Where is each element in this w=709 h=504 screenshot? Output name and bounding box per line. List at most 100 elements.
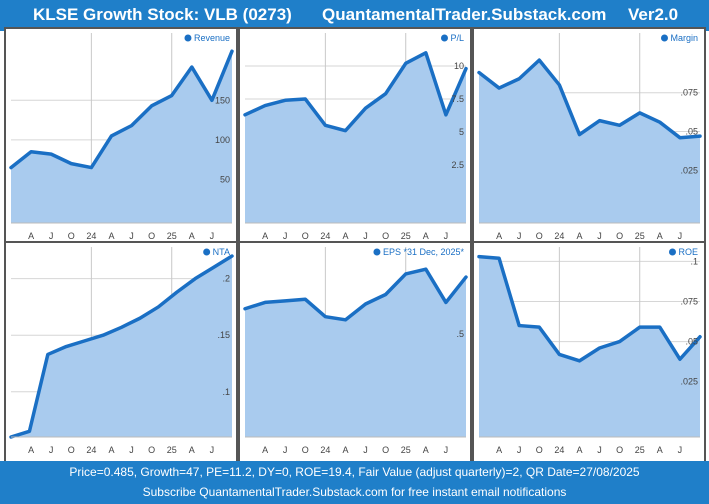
version-label: Ver2.0 <box>628 5 679 24</box>
x-tick-label: A <box>262 231 268 241</box>
y-tick-label: .075 <box>680 297 698 307</box>
legend-dot-icon <box>203 248 211 256</box>
x-tick-label: 25 <box>401 231 411 241</box>
chart-margin: A J O 24 A J O 25 A J .025 .05 .075 Margin <box>477 33 702 241</box>
y-tick-label: 50 <box>220 174 230 184</box>
x-tick-label: J <box>283 445 288 455</box>
series-line <box>243 267 468 322</box>
x-tick-label: A <box>108 445 114 455</box>
x-tick-label: A <box>262 445 268 455</box>
series-line <box>477 254 702 363</box>
x-tick-label: O <box>536 231 543 241</box>
x-tick-label: O <box>302 445 309 455</box>
x-tick-label: J <box>678 231 683 241</box>
x-tick-label: 24 <box>86 231 96 241</box>
series-line <box>477 58 702 140</box>
x-tick-label: J <box>283 231 288 241</box>
legend-dot-icon <box>373 248 381 256</box>
x-tick-label: O <box>148 445 155 455</box>
x-tick-label: A <box>657 445 663 455</box>
x-tick-label: A <box>108 231 114 241</box>
series-area <box>479 60 700 224</box>
chart-panel-revenue: A J O 24 A J O 25 A J 50 100 150 Revenue <box>4 27 238 249</box>
chart-panel-roe: A J O 24 A J O 25 A J .025 .05 .075 .1 ROE <box>472 241 706 463</box>
chart-panel-margin: A J O 24 A J O 25 A J .025 .05 .075 Margin <box>472 27 706 249</box>
series-line <box>9 254 234 439</box>
x-tick-label: A <box>28 231 34 241</box>
legend-dot-icon <box>184 34 192 42</box>
charts-grid: A J O 24 A J O 25 A J 50 100 150 Revenue A J O 24 A J O 25 A J… <box>0 27 709 463</box>
legend-label: ROE <box>678 247 698 257</box>
x-tick-label: 25 <box>167 231 177 241</box>
y-tick-label: .15 <box>217 330 230 340</box>
x-tick-label: A <box>423 445 429 455</box>
x-tick-label: 24 <box>320 231 330 241</box>
legend-dot-icon <box>660 34 668 42</box>
x-tick-label: J <box>363 445 368 455</box>
x-tick-label: O <box>616 445 623 455</box>
x-tick-label: A <box>342 231 348 241</box>
x-tick-label: J <box>210 445 215 455</box>
x-tick-label: A <box>496 231 502 241</box>
stock-summary: Price=0.485, Growth=47, PE=11.2, DY=0, R… <box>69 465 640 479</box>
x-tick-label: O <box>68 231 75 241</box>
y-tick-label: .05 <box>685 126 698 136</box>
y-tick-label: .5 <box>456 329 464 339</box>
x-tick-label: A <box>423 231 429 241</box>
series-area <box>245 52 466 224</box>
page-title: KLSE Growth Stock: VLB (0273) <box>33 5 292 24</box>
x-tick-label: J <box>678 445 683 455</box>
footer-bar: Price=0.485, Growth=47, PE=11.2, DY=0, R… <box>0 461 709 504</box>
x-tick-label: J <box>517 445 522 455</box>
x-tick-label: O <box>382 445 389 455</box>
legend-label: EPS *31 Dec, 2025* <box>383 247 465 257</box>
x-tick-label: 25 <box>401 445 411 455</box>
series-area <box>11 256 232 437</box>
x-tick-label: J <box>597 231 602 241</box>
y-tick-label: 10 <box>454 61 464 71</box>
x-tick-label: O <box>536 445 543 455</box>
x-tick-label: J <box>49 445 54 455</box>
y-tick-label: .075 <box>680 88 698 98</box>
x-tick-label: J <box>129 445 134 455</box>
x-tick-label: A <box>189 445 195 455</box>
x-tick-label: O <box>148 231 155 241</box>
x-tick-label: O <box>302 231 309 241</box>
chart-nta: A J O 24 A J O 25 A J .1 .15 .2 NTA <box>9 247 234 455</box>
x-tick-label: J <box>444 231 449 241</box>
x-tick-label: J <box>363 231 368 241</box>
y-tick-label: 100 <box>215 135 230 145</box>
series-area <box>479 256 700 437</box>
series-area <box>11 51 232 223</box>
y-tick-label: 7.5 <box>451 94 464 104</box>
legend-dot-icon <box>668 248 676 256</box>
y-tick-label: 150 <box>215 95 230 105</box>
series-line <box>243 51 468 133</box>
x-tick-label: 24 <box>554 231 564 241</box>
chart-eps: A J O 24 A J O 25 A J .5 EPS *31 Dec, 2025* <box>243 247 468 455</box>
x-tick-label: O <box>382 231 389 241</box>
x-tick-label: A <box>189 231 195 241</box>
x-tick-label: A <box>576 445 582 455</box>
chart-revenue: A J O 24 A J O 25 A J 50 100 150 Revenue <box>9 33 234 241</box>
subscribe-notice: Subscribe QuantamentalTrader.Substack.co… <box>142 485 567 499</box>
x-tick-label: 25 <box>635 231 645 241</box>
x-tick-label: A <box>342 445 348 455</box>
y-tick-label: .1 <box>690 256 698 266</box>
y-tick-label: 2.5 <box>451 160 464 170</box>
legend-label: Margin <box>670 33 698 43</box>
chart-panel-eps: A J O 24 A J O 25 A J .5 EPS *31 Dec, 2025* <box>238 241 472 463</box>
series-area <box>245 269 466 437</box>
y-tick-label: .1 <box>222 387 230 397</box>
x-tick-label: 25 <box>167 445 177 455</box>
y-tick-label: 5 <box>459 127 464 137</box>
chart-pl: A J O 24 A J O 25 A J 2.5 5 7.5 10 P/L <box>243 33 468 241</box>
legend-label: NTA <box>213 247 230 257</box>
x-tick-label: A <box>28 445 34 455</box>
y-tick-label: .2 <box>222 274 230 284</box>
y-tick-label: .025 <box>680 377 698 387</box>
x-tick-label: A <box>657 231 663 241</box>
x-tick-label: 24 <box>86 445 96 455</box>
x-tick-label: J <box>517 231 522 241</box>
